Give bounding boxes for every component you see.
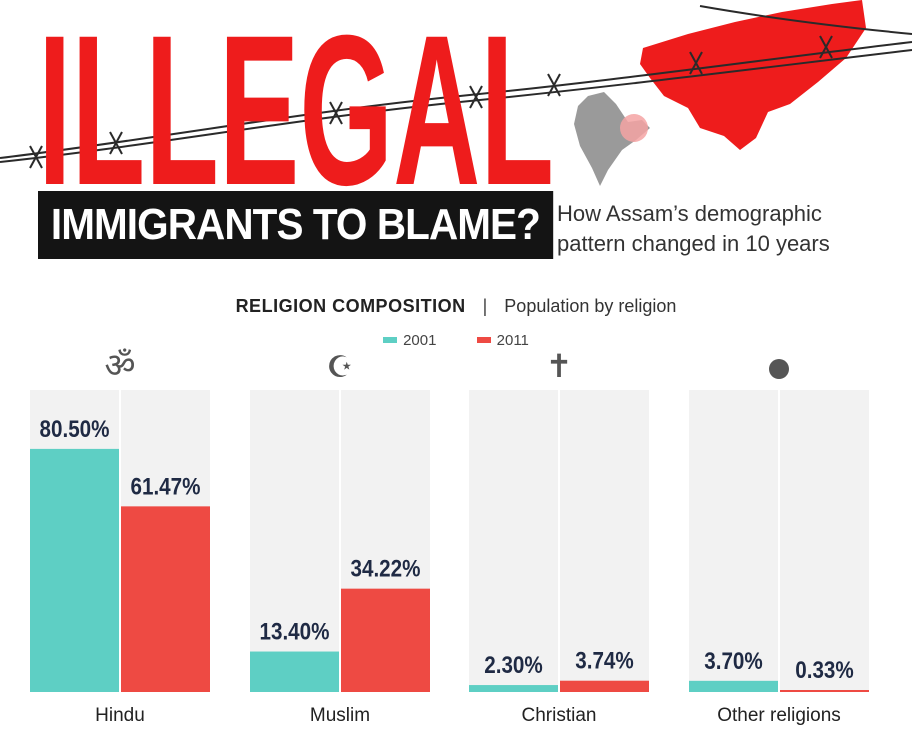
- header-illustration: [0, 0, 912, 186]
- bar-2011: [121, 506, 210, 692]
- data-label-2011: 34.22%: [351, 555, 421, 582]
- bar-panel-2001: [469, 390, 558, 692]
- headline-text: ILLEGAL: [38, 14, 554, 194]
- headline-title: ILLEGAL: [38, 14, 554, 194]
- headline-banner: IMMIGRANTS TO BLAME?: [38, 191, 553, 259]
- chart-heading: RELIGION COMPOSITION | Population by rel…: [0, 296, 912, 317]
- chart-description: Population by religion: [504, 296, 677, 316]
- assam-map-icon: [640, 0, 866, 150]
- category-label: Other religions: [717, 705, 841, 726]
- cross-icon: ✝: [546, 347, 573, 385]
- chart-title: RELIGION COMPOSITION: [235, 296, 466, 316]
- bar-2011: [341, 588, 430, 692]
- subtitle-line-1: How Assam’s demographic: [557, 201, 822, 226]
- data-label-2011: 61.47%: [131, 473, 201, 500]
- chart-legend: 2001 2011: [0, 330, 912, 349]
- legend-swatch-2001: [383, 337, 398, 343]
- bar-panel-2011: [780, 390, 869, 692]
- category-label: Muslim: [310, 705, 370, 726]
- bar-2001: [469, 685, 558, 692]
- banner-text: IMMIGRANTS TO BLAME?: [50, 200, 541, 249]
- legend-item-2001: 2001: [383, 332, 436, 349]
- bar-2001: [30, 448, 119, 692]
- bar-panel-2011: [560, 390, 649, 692]
- bar-2011: [560, 680, 649, 692]
- bar-panel-2001: [250, 390, 339, 692]
- data-label-2011: 0.33%: [795, 657, 854, 684]
- india-map-icon: [574, 92, 650, 186]
- bar-2001: [689, 680, 778, 692]
- bar-panel-2001: [689, 390, 778, 692]
- circle-icon: [769, 359, 789, 379]
- bar-2001: [250, 651, 339, 692]
- legend-label-2011: 2011: [496, 331, 529, 349]
- legend-label-2001: 2001: [403, 331, 437, 349]
- om-icon: ॐ: [104, 346, 135, 386]
- heading-separator: |: [482, 296, 488, 316]
- data-label-2001: 80.50%: [40, 415, 110, 442]
- data-label-2001: 13.40%: [260, 618, 330, 645]
- data-label-2011: 3.74%: [575, 647, 634, 674]
- data-label-2001: 2.30%: [484, 652, 543, 679]
- category-label: Hindu: [95, 705, 145, 726]
- bar-2011: [780, 690, 869, 692]
- subtitle-line-2: pattern changed in 10 years: [557, 231, 830, 256]
- barbed-wire-icon: [0, 5, 912, 163]
- crescent-star-icon: ☪: [327, 350, 354, 385]
- legend-item-2011: 2011: [476, 331, 529, 349]
- category-label: Christian: [522, 705, 597, 726]
- assam-highlight-icon: [620, 114, 648, 142]
- headline-subtitle: How Assam’s demographic pattern changed …: [557, 199, 897, 259]
- data-label-2001: 3.70%: [704, 647, 763, 674]
- legend-swatch-2011: [476, 337, 491, 343]
